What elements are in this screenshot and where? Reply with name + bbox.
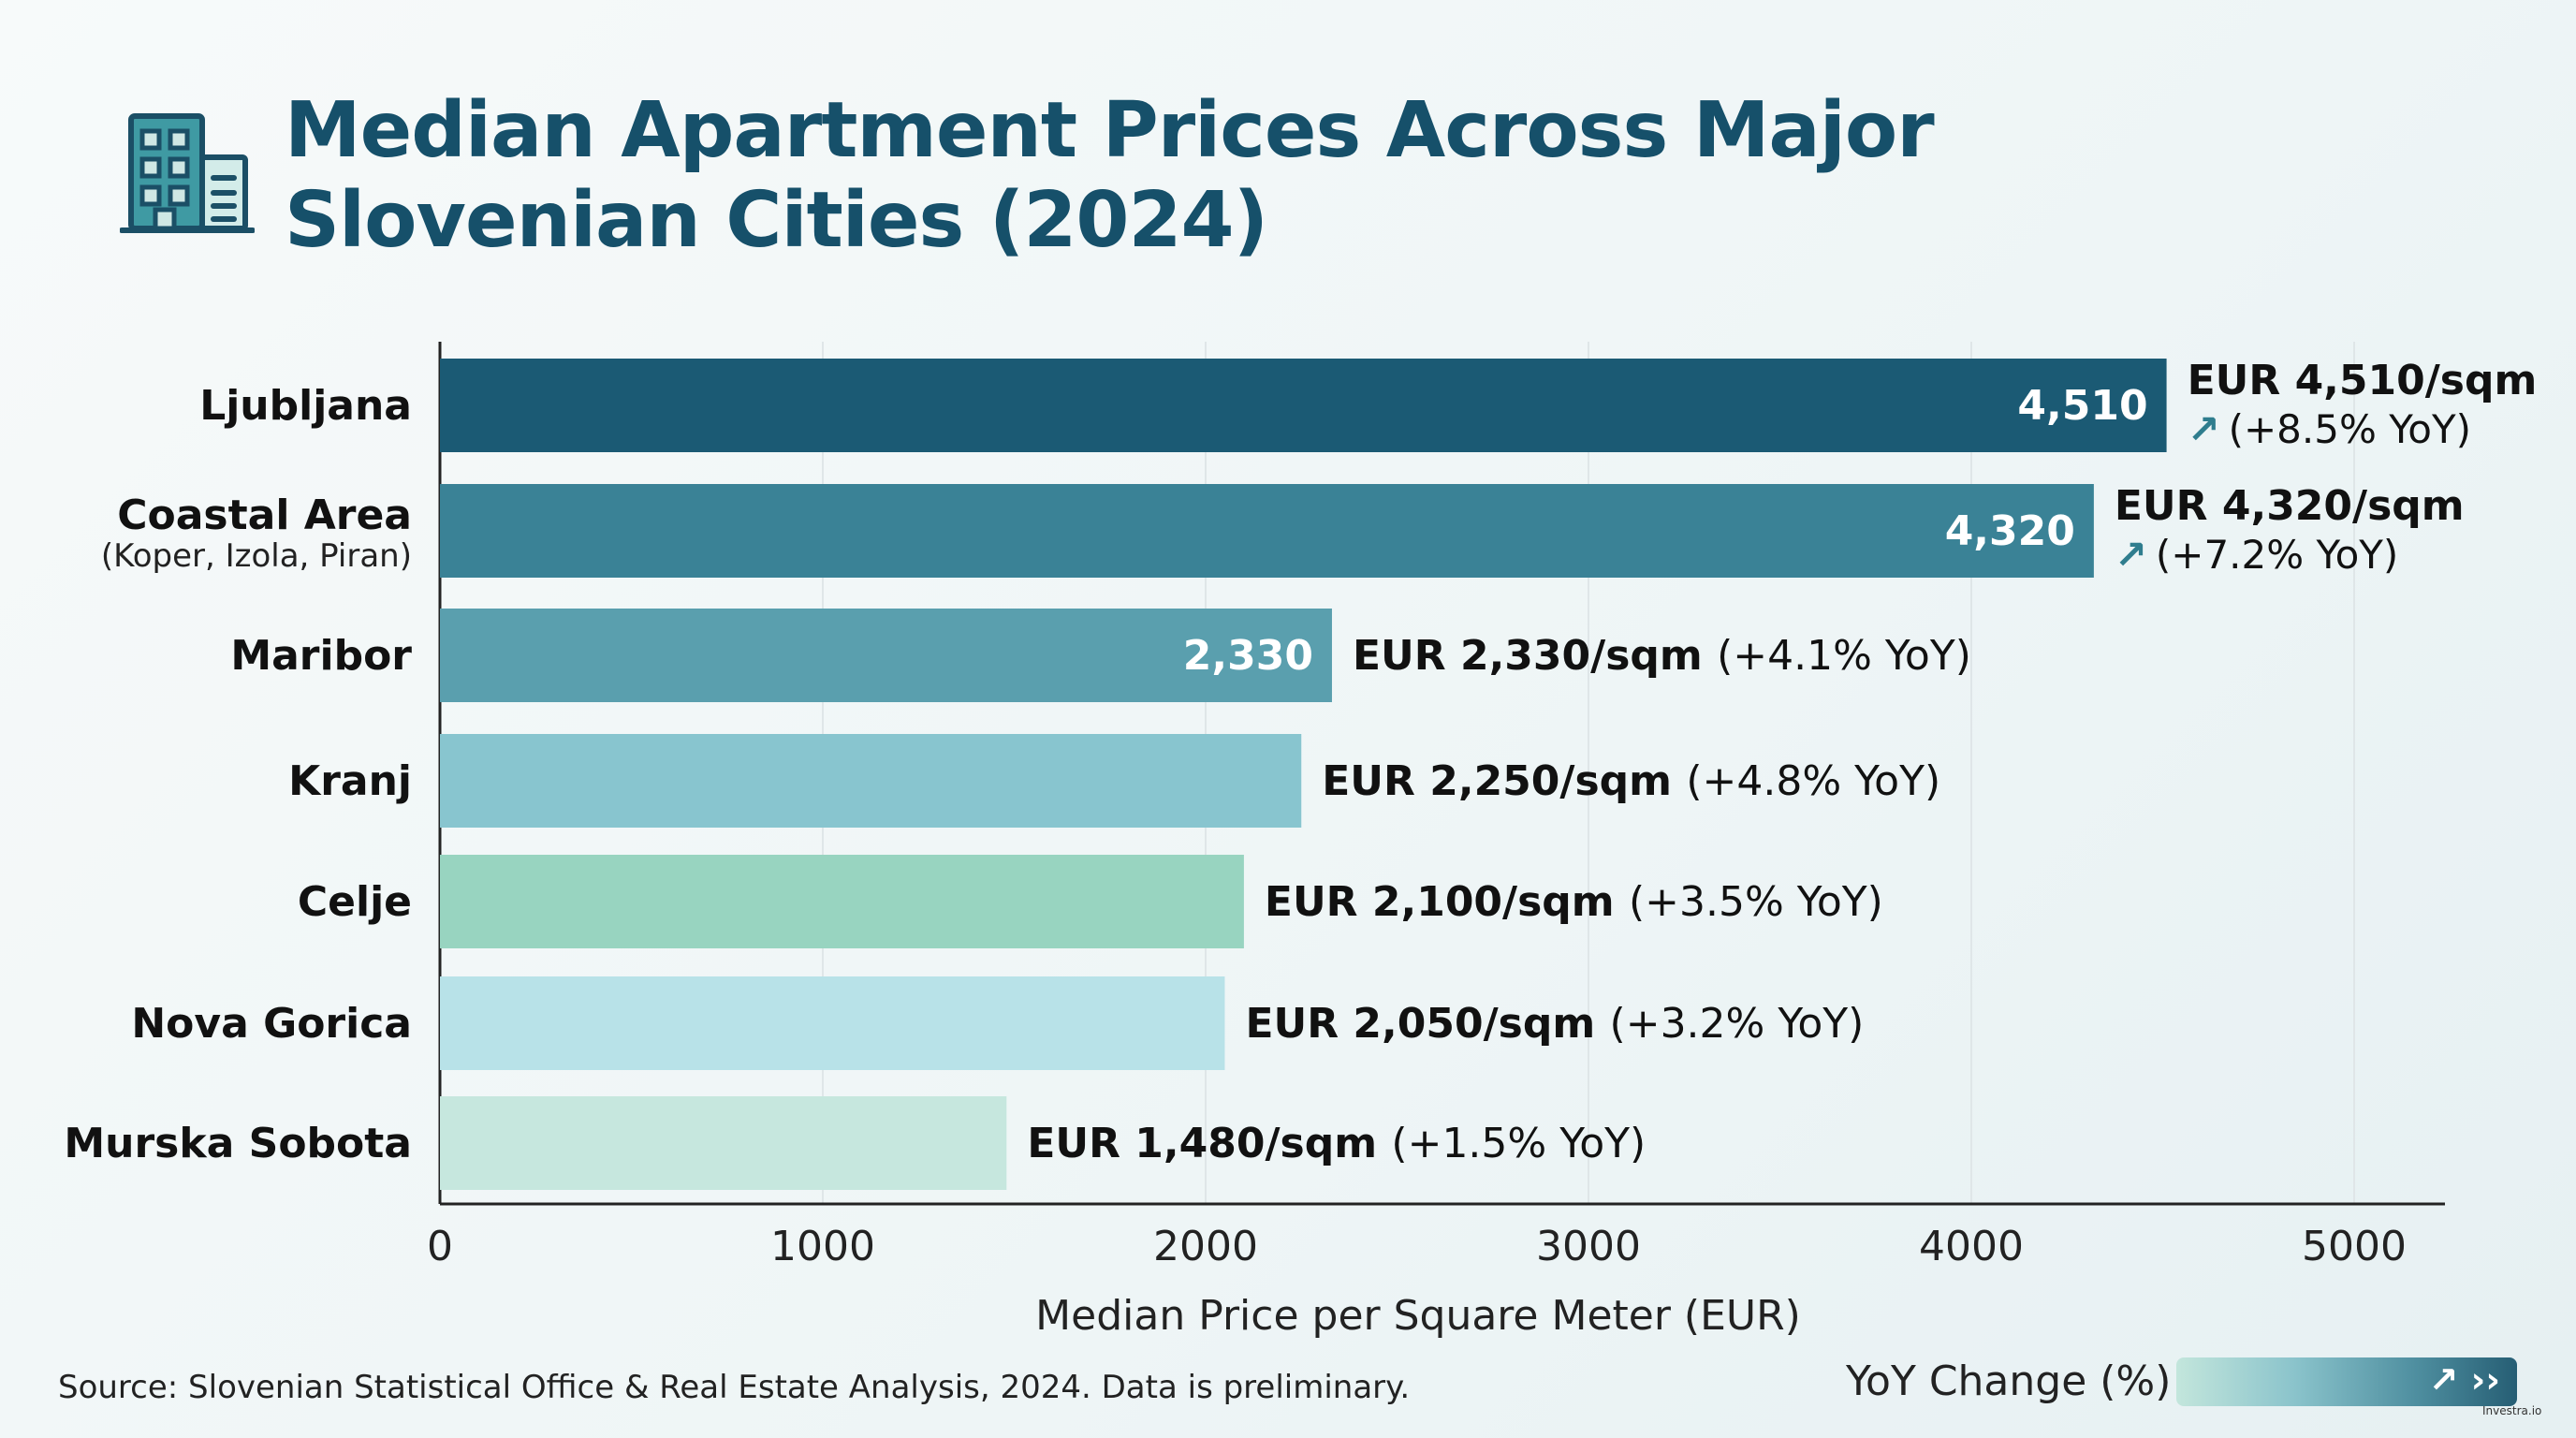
bar-kranj <box>440 734 1302 828</box>
bar-annotation: EUR 2,100/sqm (+3.5% YoY) <box>1265 878 1883 926</box>
category-sublabel: (Koper, Izola, Piran) <box>101 537 412 575</box>
category-label: Ljubljana <box>199 382 412 430</box>
yoy-label: (+4.1% YoY) <box>1717 632 1971 680</box>
bar-murska-sobota <box>440 1096 1007 1190</box>
bar-annotation: EUR 2,330/sqm (+4.1% YoY) <box>1353 632 1971 680</box>
price-label: EUR 2,100/sqm <box>1265 878 1629 926</box>
yoy-legend-gradient: ↗ ›› <box>2176 1357 2517 1406</box>
bar-value-label: 4,510 <box>2017 382 2147 430</box>
title-line: Median Apartment Prices Across Major <box>285 86 1935 175</box>
yoy-label: (+4.8% YoY) <box>1686 757 1940 805</box>
title-line: Slovenian Cities (2024) <box>285 176 1268 265</box>
bar-coastal-area <box>440 484 2094 578</box>
category-label: Kranj <box>288 757 412 805</box>
arrow-up-right-icon: ↗ <box>2115 532 2147 578</box>
bar-nova-gorica <box>440 976 1225 1070</box>
yoy-label: (+8.5% YoY) <box>2229 406 2471 452</box>
arrow-up-right-icon: ↗ <box>2188 406 2220 452</box>
building-icon <box>119 110 256 242</box>
watermark: Investra.io <box>2482 1404 2542 1417</box>
bar-annotation: EUR 2,050/sqm (+3.2% YoY) <box>1245 1000 1864 1048</box>
price-label: EUR 2,330/sqm <box>1353 632 1717 680</box>
category-label: Nova Gorica <box>131 1000 412 1048</box>
x-tick-label: 2000 <box>1153 1223 1258 1270</box>
price-label: EUR 2,050/sqm <box>1245 1000 1609 1048</box>
bar-maribor <box>440 609 1332 702</box>
category-label: Murska Sobota <box>64 1120 412 1167</box>
yoy-label: (+1.5% YoY) <box>1391 1120 1646 1167</box>
arrow-up-right-icon: ↗ ›› <box>2428 1359 2500 1401</box>
category-label: Maribor <box>230 632 412 680</box>
yoy-label: (+3.2% YoY) <box>1610 1000 1865 1048</box>
category-label: Celje <box>298 878 412 926</box>
price-label: EUR 2,250/sqm <box>1322 757 1686 805</box>
x-tick-label: 0 <box>427 1223 453 1270</box>
price-label: EUR 4,510/sqm <box>2188 357 2538 404</box>
x-tick-label: 4000 <box>1919 1223 2024 1270</box>
bar-annotation: EUR 2,250/sqm (+4.8% YoY) <box>1322 757 1940 805</box>
x-tick-label: 3000 <box>1536 1223 1641 1270</box>
bar-value-label: 2,330 <box>1183 632 1313 680</box>
bar-ljubljana <box>440 359 2167 452</box>
chart-title: Median Apartment Prices Across Major Slo… <box>285 86 1935 266</box>
legend-label: YoY Change (%) <box>1846 1357 2172 1405</box>
source-note: Source: Slovenian Statistical Office & R… <box>58 1369 1411 1406</box>
category-label: Coastal Area <box>117 492 412 539</box>
yoy-label: (+7.2% YoY) <box>2156 532 2398 578</box>
bar-value-label: 4,320 <box>1945 507 2075 555</box>
bar-annotation: EUR 1,480/sqm (+1.5% YoY) <box>1027 1120 1646 1167</box>
x-axis-title: Median Price per Square Meter (EUR) <box>1035 1292 1801 1340</box>
x-tick-label: 1000 <box>770 1223 875 1270</box>
x-tick-label: 5000 <box>2302 1223 2407 1270</box>
yoy-label: (+3.5% YoY) <box>1629 878 1883 926</box>
price-label: EUR 1,480/sqm <box>1027 1120 1391 1167</box>
price-label: EUR 4,320/sqm <box>2115 482 2465 530</box>
bar-celje <box>440 855 1244 948</box>
